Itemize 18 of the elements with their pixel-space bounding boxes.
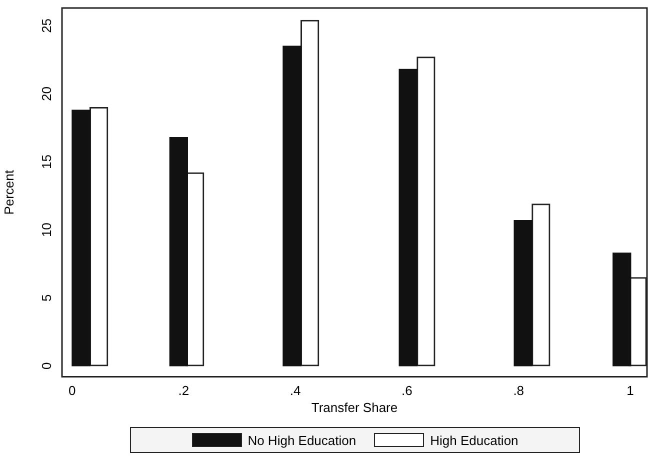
x-tick-label: .2	[178, 383, 190, 398]
x-tick-label: .8	[513, 383, 524, 398]
bar	[612, 252, 632, 366]
x-axis-title: Transfer Share	[311, 400, 398, 415]
legend-label: No High Education	[248, 432, 356, 448]
x-tick-label: 0	[68, 383, 76, 398]
legend-label: High Education	[430, 432, 518, 448]
y-tick-label: 25	[39, 18, 54, 33]
bar	[169, 136, 188, 366]
y-tick-label: 15	[39, 154, 54, 170]
y-tick-label: 20	[39, 86, 54, 101]
y-tick-label: 10	[39, 222, 54, 238]
y-tick-label: 0	[39, 362, 54, 370]
x-tick-label: .4	[290, 383, 301, 398]
y-axis-title: Percent	[1, 170, 16, 215]
x-tick-label: .6	[402, 383, 412, 398]
x-tick-label: 1	[626, 383, 634, 398]
y-tick-label: 5	[39, 294, 54, 302]
